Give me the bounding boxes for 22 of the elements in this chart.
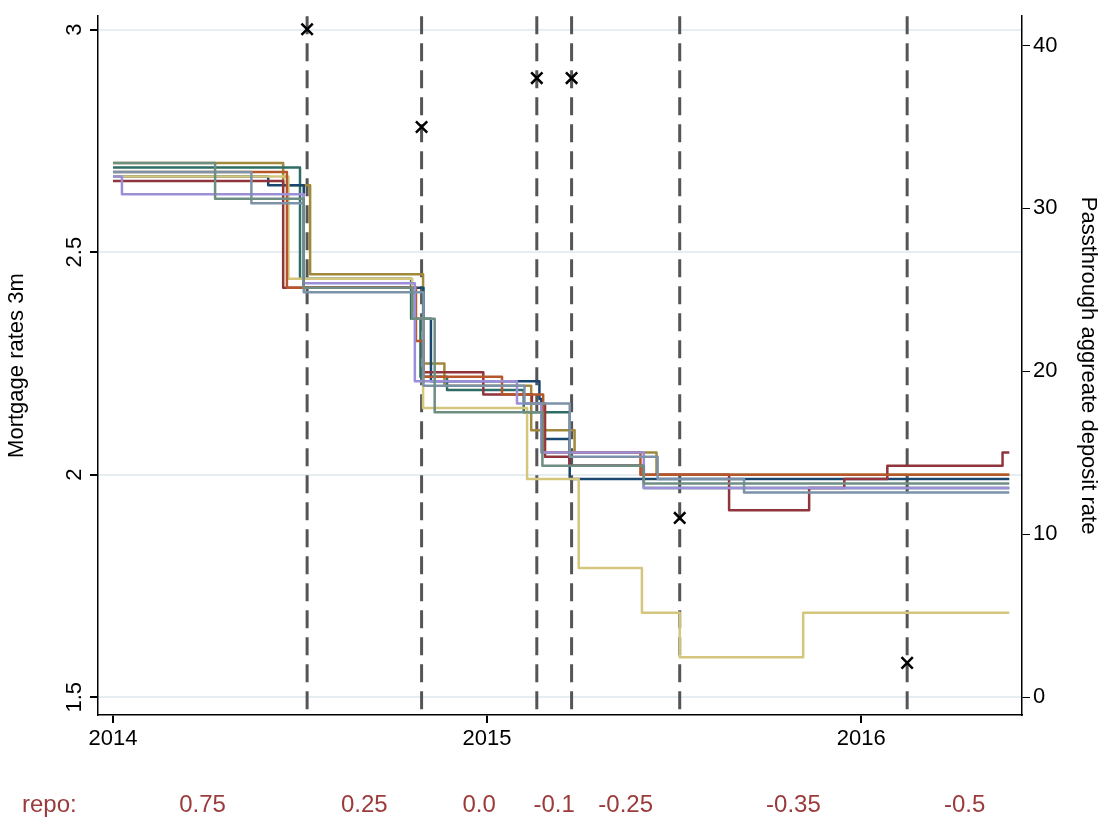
- text: -0.5: [943, 789, 986, 817]
- y2-tick-label: 40: [1033, 31, 1058, 57]
- text: 0.75: [179, 789, 226, 817]
- text: 0.25: [340, 789, 388, 817]
- y2-tick-label: 20: [1033, 357, 1058, 383]
- text: 0.0: [462, 789, 496, 817]
- y-tick-label: 1.5: [61, 681, 87, 713]
- y-axis-title: Mortgage rates 3m: [3, 273, 29, 458]
- text: repo:: [22, 789, 77, 817]
- y-tick-label: 3: [61, 23, 87, 36]
- x-tick-label: 2015: [462, 725, 512, 751]
- y-tick-label: 2: [61, 468, 87, 481]
- y2-tick-label: 30: [1033, 194, 1058, 220]
- y-tick-label: 2.5: [61, 236, 87, 268]
- x-tick-label: 2014: [88, 725, 138, 751]
- text: -0.25: [598, 789, 653, 817]
- text: -0.35: [766, 789, 821, 817]
- x-tick-label: 2016: [836, 725, 886, 751]
- y2-tick-label: 0: [1033, 683, 1046, 709]
- y2-axis-title: Passthrough aggreate deposit rate: [1076, 196, 1102, 535]
- text: -0.1: [533, 789, 575, 817]
- y2-tick-label: 10: [1033, 520, 1058, 546]
